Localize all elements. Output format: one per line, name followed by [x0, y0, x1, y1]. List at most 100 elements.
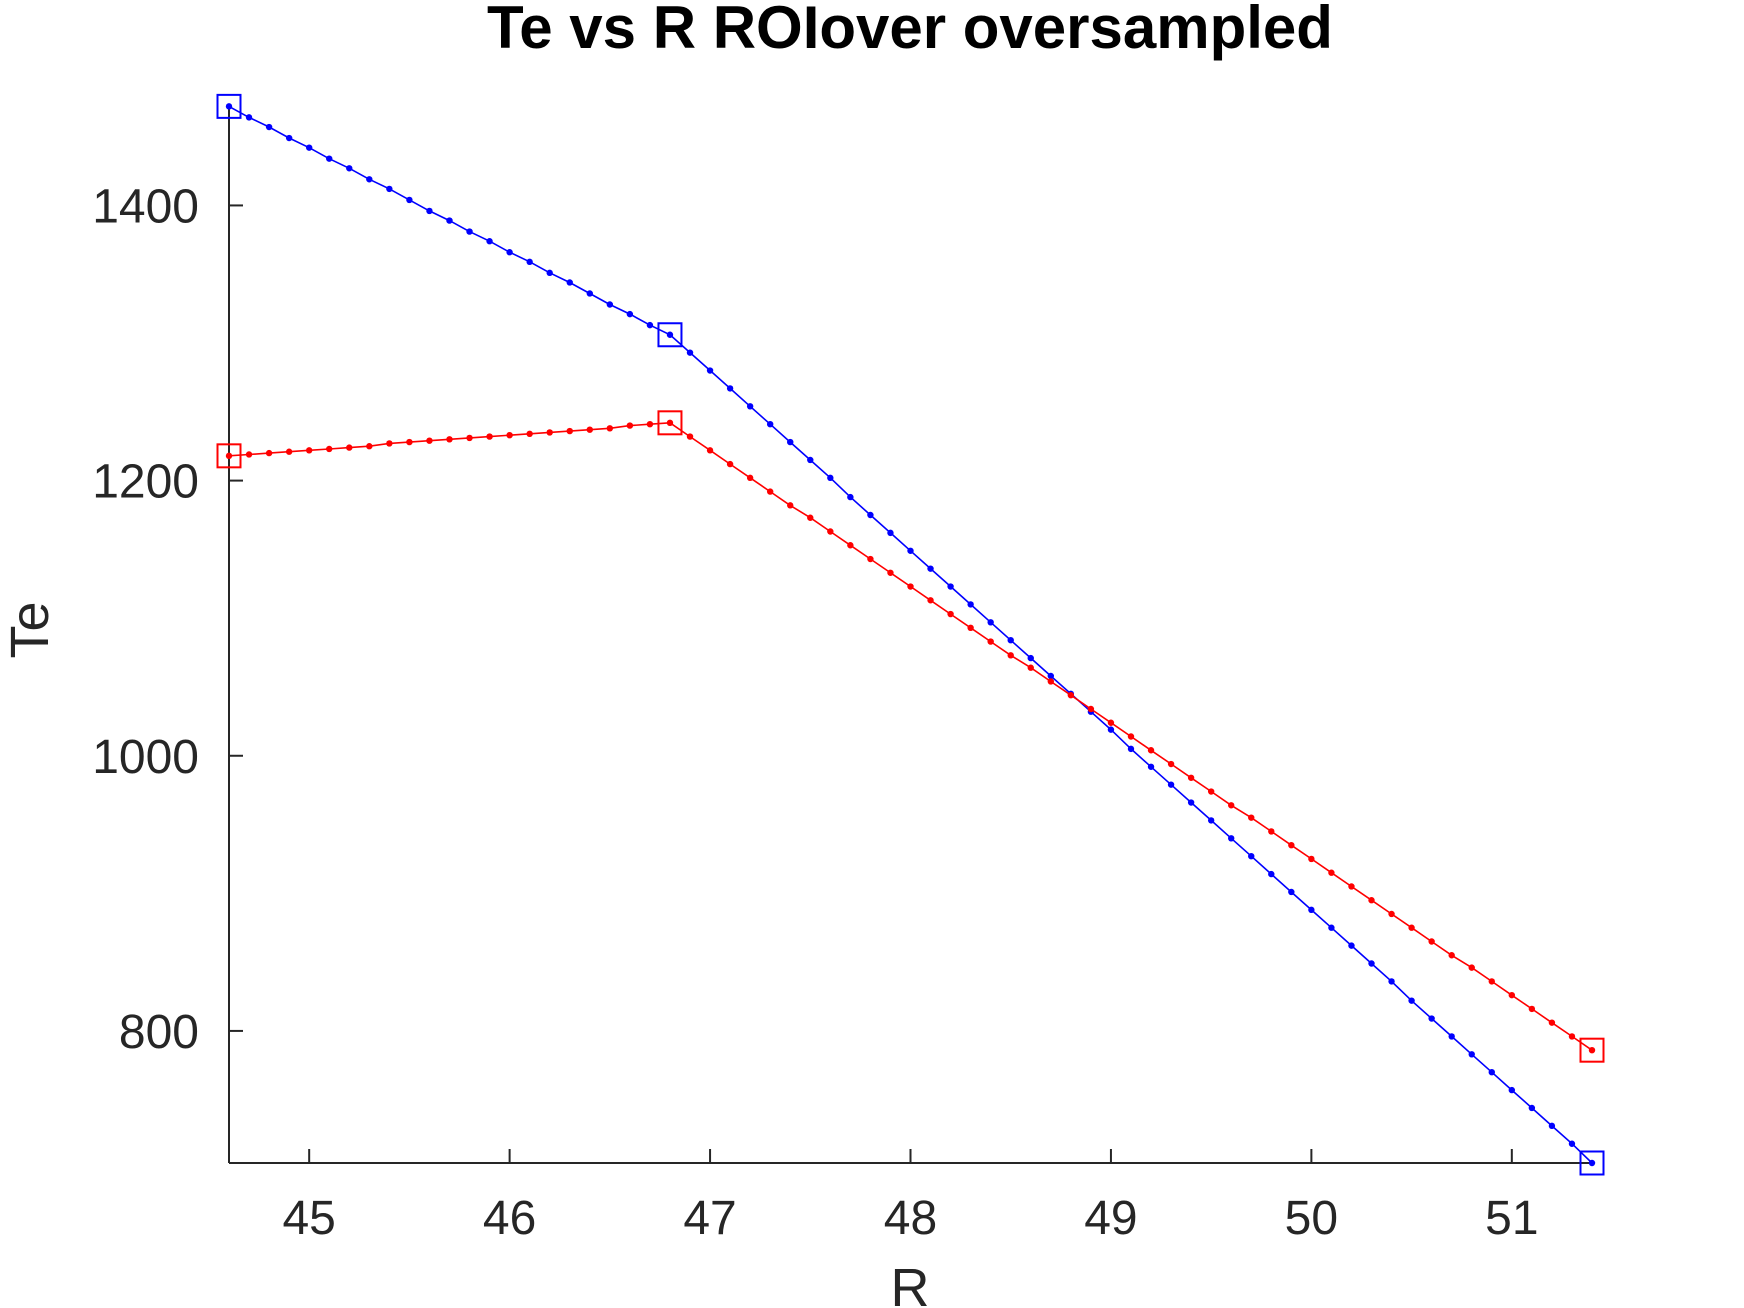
data-point	[1408, 924, 1415, 931]
data-point	[1107, 719, 1115, 726]
data-point	[967, 624, 974, 632]
data-point	[1147, 747, 1155, 754]
data-point	[225, 452, 233, 460]
data-point	[526, 258, 533, 266]
data-point	[406, 438, 413, 446]
data-point	[1248, 852, 1255, 860]
data-point	[466, 228, 473, 235]
data-point	[1508, 1086, 1516, 1094]
data-point	[1228, 802, 1235, 809]
data-point	[1508, 991, 1516, 999]
data-point	[987, 638, 994, 645]
data-point	[646, 321, 654, 329]
data-point	[1087, 705, 1095, 713]
data-point	[1428, 938, 1435, 945]
data-point	[646, 420, 654, 428]
data-point	[726, 460, 734, 468]
data-point	[1167, 781, 1175, 788]
knot-marker	[657, 322, 683, 348]
data-point	[566, 427, 573, 435]
x-tick-label: 48	[884, 1192, 937, 1245]
y-tick-label: 1200	[92, 456, 199, 509]
data-point	[346, 165, 353, 172]
data-point	[265, 449, 273, 457]
data-point	[285, 448, 293, 455]
data-point	[606, 301, 614, 308]
data-point	[827, 474, 834, 482]
data-point	[787, 438, 794, 446]
data-point	[1548, 1122, 1556, 1130]
data-point	[867, 511, 874, 519]
data-point	[1388, 910, 1395, 918]
x-tick-label: 47	[683, 1192, 736, 1245]
data-point	[1368, 960, 1375, 967]
data-point	[1268, 870, 1275, 878]
x-tick-label: 51	[1485, 1192, 1538, 1245]
data-point	[847, 542, 854, 549]
data-point	[1428, 1015, 1435, 1022]
data-point	[827, 528, 834, 535]
data-point	[1368, 897, 1375, 904]
data-point	[907, 583, 914, 590]
data-point	[285, 134, 293, 142]
data-point	[1488, 978, 1495, 985]
data-point	[766, 488, 774, 495]
series-1	[216, 93, 1605, 1176]
data-point	[927, 597, 934, 604]
data-point	[546, 429, 553, 436]
data-point	[1448, 1033, 1455, 1040]
data-point	[446, 217, 453, 224]
data-point	[1228, 835, 1235, 842]
data-point	[867, 555, 874, 563]
data-point	[907, 547, 914, 554]
data-point	[1007, 652, 1014, 659]
x-tick-label: 45	[282, 1192, 335, 1245]
x-tick-label: 46	[483, 1192, 536, 1245]
data-point	[1127, 733, 1135, 740]
data-point	[1207, 788, 1215, 795]
data-point	[947, 610, 954, 618]
series-line	[228, 105, 1593, 1164]
data-point	[787, 502, 794, 509]
data-point	[1047, 672, 1055, 680]
knot-marker	[216, 93, 242, 119]
data-point	[706, 447, 714, 454]
data-point	[1388, 978, 1395, 985]
data-point	[1528, 1005, 1536, 1013]
data-point	[366, 443, 373, 450]
data-point	[967, 601, 974, 608]
data-point	[566, 279, 573, 286]
data-point	[526, 430, 533, 438]
knot-marker	[657, 410, 683, 436]
x-tick-label: 49	[1084, 1192, 1137, 1245]
y-tick-label: 800	[119, 1006, 199, 1059]
data-point	[1348, 883, 1355, 890]
data-point	[245, 114, 253, 121]
data-point	[466, 434, 473, 442]
data-point	[1007, 636, 1014, 644]
data-point	[987, 619, 994, 626]
knot-marker	[1579, 1037, 1605, 1063]
data-point	[746, 474, 754, 482]
data-point	[1187, 774, 1195, 781]
data-point	[626, 310, 634, 318]
plot-area: 45 46 47 48 49 50 51 800 1000 1200 1400	[92, 93, 1605, 1245]
data-point	[265, 123, 273, 131]
data-point	[666, 331, 674, 338]
data-point	[1528, 1104, 1536, 1112]
y-axis-label: Te	[0, 601, 60, 658]
data-point	[927, 565, 934, 572]
data-point	[225, 103, 233, 110]
data-point	[686, 433, 694, 440]
data-point	[245, 451, 253, 458]
knot-marker	[1579, 1150, 1605, 1176]
data-point	[1248, 814, 1255, 821]
data-point	[726, 385, 734, 392]
data-point	[706, 367, 714, 374]
data-point	[746, 403, 754, 410]
x-axis-label: R	[891, 1258, 930, 1308]
data-point	[1308, 855, 1315, 863]
data-point	[1328, 869, 1335, 876]
data-point	[1147, 763, 1155, 770]
data-point	[1288, 888, 1295, 896]
